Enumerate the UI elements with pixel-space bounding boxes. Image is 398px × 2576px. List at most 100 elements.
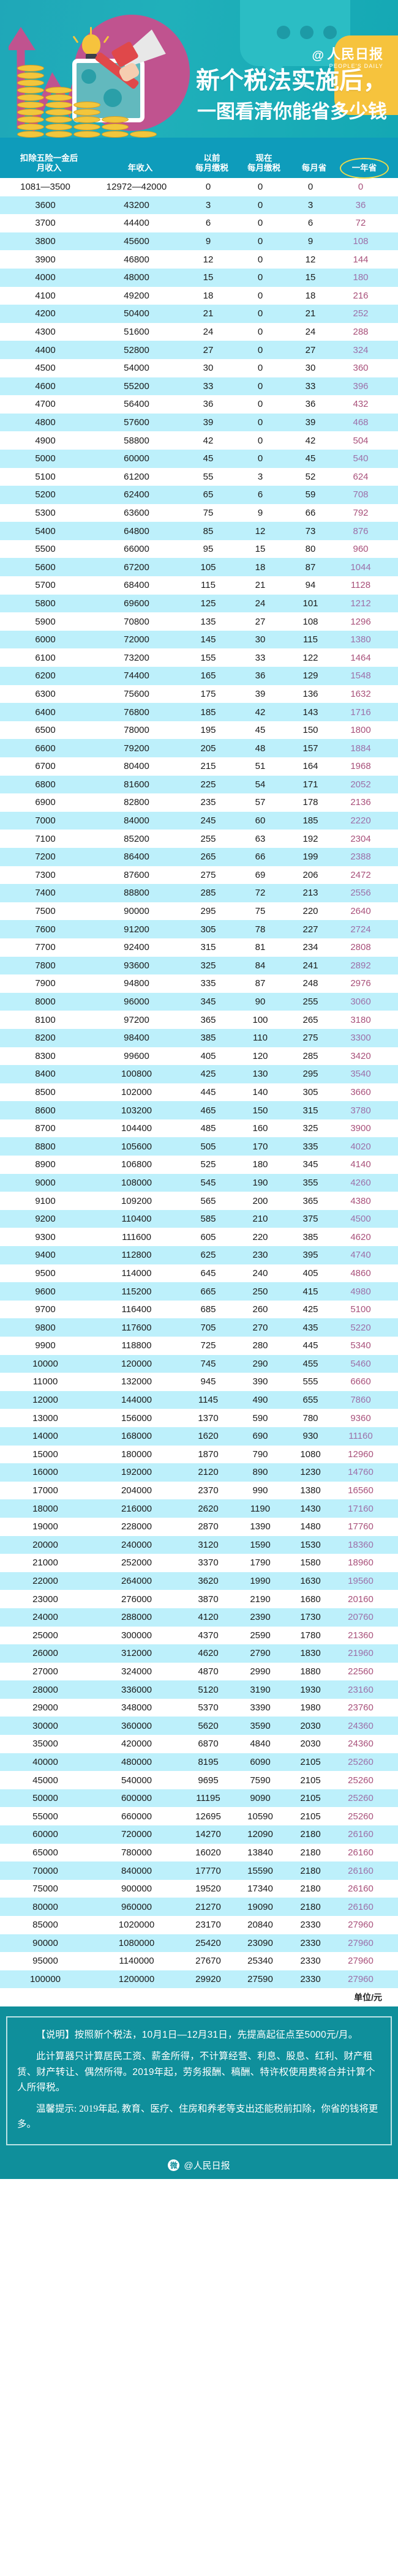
cell-monthly-income: 21000 bbox=[32, 1557, 58, 1568]
cell-previous-tax: 14270 bbox=[195, 1829, 221, 1840]
table-row: 95000 1140000 27670 25340 2330 27960 bbox=[0, 1952, 398, 1970]
cell-current-tax: 20840 bbox=[247, 1920, 273, 1931]
cell-current-tax: 48 bbox=[255, 743, 266, 754]
table-body: 1081—3500 12972—42000 0 0 0 0 3600 43200 3 0 3 36 37… bbox=[0, 178, 398, 1989]
table-row: 8400 100800 425 130 295 3540 bbox=[0, 1065, 398, 1083]
cell-annual-income: 960000 bbox=[121, 1901, 152, 1912]
cell-yearly-saving: 876 bbox=[353, 525, 369, 536]
cell-monthly-income: 5800 bbox=[35, 598, 56, 609]
cell-annual-income: 336000 bbox=[121, 1684, 152, 1695]
cell-yearly-saving: 1380 bbox=[350, 634, 371, 645]
cell-monthly-saving: 2330 bbox=[300, 1956, 321, 1967]
cell-yearly-saving: 26160 bbox=[348, 1901, 374, 1912]
cell-yearly-saving: 19560 bbox=[348, 1576, 374, 1587]
cell-annual-income: 64800 bbox=[124, 525, 149, 536]
cell-yearly-saving: 17760 bbox=[348, 1521, 374, 1532]
cell-monthly-income: 6100 bbox=[35, 652, 56, 663]
cell-yearly-saving: 1212 bbox=[350, 598, 371, 609]
cell-previous-tax: 1870 bbox=[198, 1449, 219, 1460]
column-header-line1: 扣除五险一金后 bbox=[20, 154, 78, 163]
table-row: 55000 660000 12695 10590 2105 25260 bbox=[0, 1807, 398, 1825]
cell-annual-income: 50400 bbox=[124, 308, 149, 319]
cell-annual-income: 60000 bbox=[124, 453, 149, 464]
cell-monthly-income: 9500 bbox=[35, 1268, 56, 1279]
cell-previous-tax: 15 bbox=[203, 272, 214, 283]
cell-monthly-income: 7000 bbox=[35, 815, 56, 826]
cell-previous-tax: 21270 bbox=[195, 1901, 221, 1912]
table-row: 5700 68400 115 21 94 1128 bbox=[0, 576, 398, 595]
cell-yearly-saving: 14760 bbox=[348, 1467, 374, 1478]
cell-monthly-saving: 345 bbox=[302, 1159, 318, 1170]
table-row: 50000 600000 11195 9090 2105 25260 bbox=[0, 1789, 398, 1808]
cell-previous-tax: 39 bbox=[203, 417, 214, 428]
cell-current-tax: 0 bbox=[257, 254, 263, 265]
cell-monthly-saving: 52 bbox=[305, 471, 316, 482]
cell-monthly-saving: 425 bbox=[302, 1304, 318, 1315]
table-row: 24000 288000 4120 2390 1730 20760 bbox=[0, 1608, 398, 1627]
table-row: 18000 216000 2620 1190 1430 17160 bbox=[0, 1499, 398, 1518]
cell-monthly-saving: 325 bbox=[302, 1123, 318, 1134]
cell-previous-tax: 465 bbox=[200, 1105, 216, 1116]
cell-monthly-saving: 101 bbox=[302, 598, 318, 609]
cell-yearly-saving: 22560 bbox=[348, 1666, 374, 1677]
cell-monthly-saving: 12 bbox=[305, 254, 316, 265]
table-row: 8800 105600 505 170 335 4020 bbox=[0, 1137, 398, 1156]
cell-current-tax: 290 bbox=[252, 1358, 268, 1369]
table-row: 3900 46800 12 0 12 144 bbox=[0, 250, 398, 269]
cell-previous-tax: 3120 bbox=[198, 1539, 219, 1550]
cell-annual-income: 720000 bbox=[121, 1829, 152, 1840]
page-subtitle: 一图看清你能省多少钱 bbox=[197, 101, 387, 122]
cell-annual-income: 87600 bbox=[124, 869, 149, 880]
cell-monthly-saving: 295 bbox=[302, 1069, 318, 1080]
lightbulb-base-icon bbox=[86, 54, 97, 60]
cell-yearly-saving: 3420 bbox=[350, 1050, 371, 1061]
cell-yearly-saving: 2976 bbox=[350, 978, 371, 989]
cell-previous-tax: 6870 bbox=[198, 1739, 219, 1750]
cell-yearly-saving: 4140 bbox=[350, 1159, 371, 1170]
cell-annual-income: 73200 bbox=[124, 652, 149, 663]
cell-annual-income: 57600 bbox=[124, 417, 149, 428]
cell-yearly-saving: 2472 bbox=[350, 869, 371, 880]
cell-current-tax: 81 bbox=[255, 942, 266, 953]
cell-current-tax: 180 bbox=[252, 1159, 268, 1170]
gear-icon bbox=[103, 89, 122, 107]
cell-monthly-income: 40000 bbox=[32, 1756, 58, 1767]
table-row: 4500 54000 30 0 30 360 bbox=[0, 359, 398, 377]
cell-monthly-income: 9800 bbox=[35, 1322, 56, 1333]
cell-monthly-income: 12000 bbox=[32, 1395, 58, 1406]
cell-previous-tax: 33 bbox=[203, 380, 214, 392]
cell-current-tax: 12 bbox=[255, 525, 266, 536]
cell-monthly-saving: 234 bbox=[302, 942, 318, 953]
cell-previous-tax: 385 bbox=[200, 1033, 216, 1044]
cell-current-tax: 280 bbox=[252, 1340, 268, 1351]
cell-previous-tax: 225 bbox=[200, 779, 216, 790]
table-row: 8600 103200 465 150 315 3780 bbox=[0, 1101, 398, 1119]
cell-current-tax: 260 bbox=[252, 1304, 268, 1315]
cell-monthly-income: 26000 bbox=[32, 1648, 58, 1659]
brand-name-en: PEOPLE'S DAILY bbox=[329, 63, 383, 69]
table-row: 9900 118800 725 280 445 5340 bbox=[0, 1337, 398, 1355]
cell-current-tax: 25340 bbox=[247, 1956, 273, 1967]
cell-monthly-income: 60000 bbox=[32, 1829, 58, 1840]
cell-monthly-saving: 9 bbox=[307, 236, 314, 247]
cell-yearly-saving: 252 bbox=[353, 308, 369, 319]
cell-yearly-saving: 1296 bbox=[350, 616, 371, 627]
cell-yearly-saving: 26160 bbox=[348, 1865, 374, 1876]
cell-current-tax: 0 bbox=[257, 453, 263, 464]
table-row: 75000 900000 19520 17340 2180 26160 bbox=[0, 1880, 398, 1898]
cell-previous-tax: 2870 bbox=[198, 1521, 219, 1532]
cell-yearly-saving: 5460 bbox=[350, 1358, 371, 1369]
cell-yearly-saving: 26160 bbox=[348, 1847, 374, 1858]
cell-previous-tax: 23170 bbox=[195, 1920, 221, 1931]
cell-current-tax: 250 bbox=[252, 1286, 268, 1297]
cell-previous-tax: 2120 bbox=[198, 1467, 219, 1478]
cell-monthly-saving: 365 bbox=[302, 1195, 318, 1206]
cell-monthly-income: 5000 bbox=[35, 453, 56, 464]
cell-yearly-saving: 4740 bbox=[350, 1250, 371, 1261]
table-row: 4900 58800 42 0 42 504 bbox=[0, 431, 398, 450]
cell-yearly-saving: 25260 bbox=[348, 1811, 374, 1822]
cell-current-tax: 790 bbox=[252, 1449, 268, 1460]
table-row: 7000 84000 245 60 185 2220 bbox=[0, 811, 398, 830]
cell-monthly-income: 80000 bbox=[32, 1901, 58, 1912]
hero-banner: @ 人民日报 PEOPLE'S DAILY 新个税法实施后， 一图看清你能省多少钱 bbox=[0, 0, 398, 138]
